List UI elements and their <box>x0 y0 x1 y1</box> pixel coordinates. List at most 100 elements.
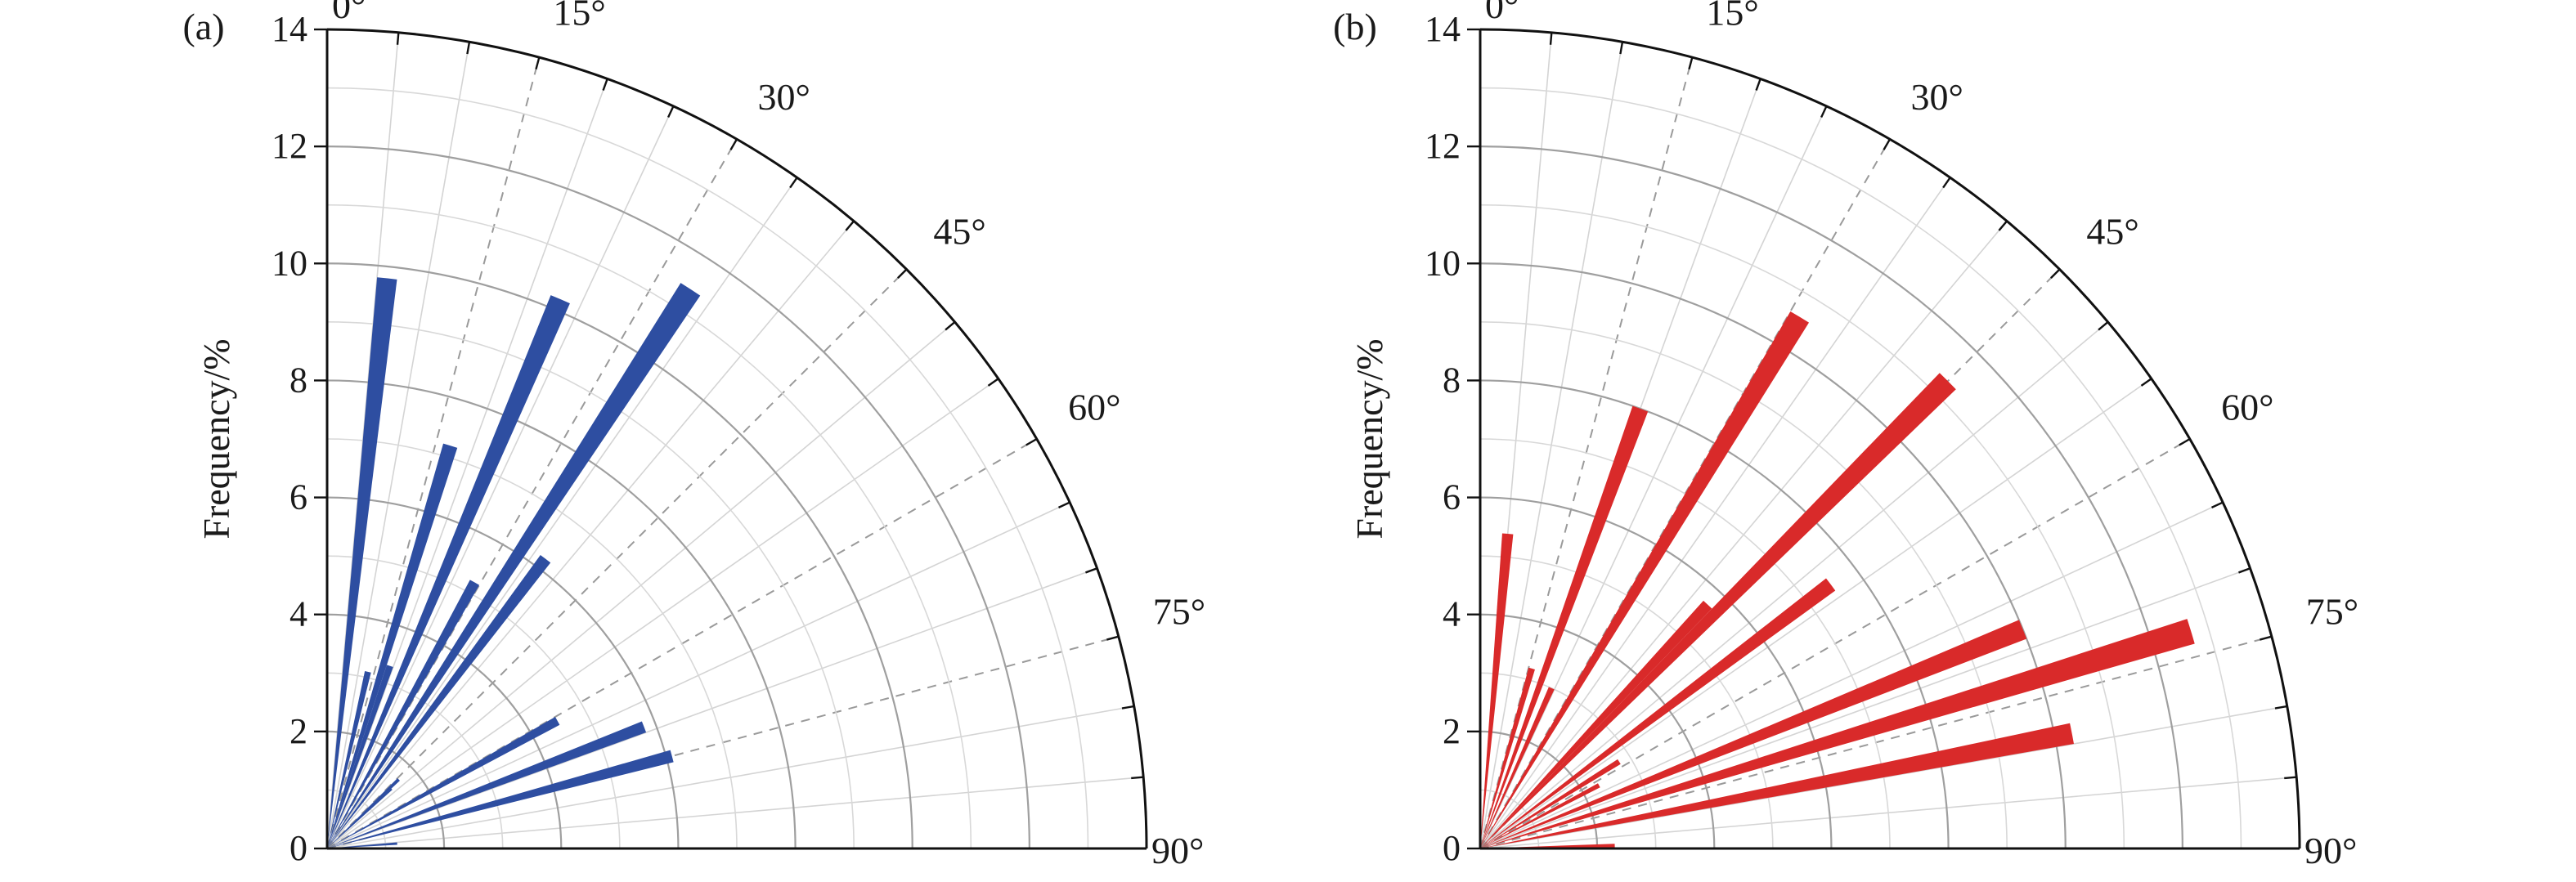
angle-label: 0° <box>332 0 366 26</box>
bar-wedge <box>1480 405 1649 849</box>
bar-wedge <box>1480 667 1535 848</box>
bar-wedge <box>327 277 397 848</box>
outer-tick <box>396 32 400 45</box>
bar-wedge <box>327 787 393 848</box>
angle-label: 30° <box>1911 76 1963 118</box>
outer-tick <box>729 138 738 150</box>
y-tick-label: 6 <box>289 477 307 517</box>
y-tick-label: 8 <box>1443 360 1461 400</box>
chart-panel-1: 0 2 4 6 8 10 12 14 0° 15° 30° 45° 60° 75° 90° Frequency… <box>182 0 1205 871</box>
outer-tick <box>1755 78 1761 91</box>
panel-label: (a) <box>182 6 224 47</box>
outer-tick <box>897 268 908 279</box>
bar-wedge <box>327 665 393 848</box>
arc-gridline <box>326 555 621 849</box>
outer-tick <box>602 78 608 91</box>
arc-gridline-major <box>326 496 680 849</box>
outer-tick <box>2238 567 2251 574</box>
angle-label: 90° <box>1151 830 1204 871</box>
bar-wedge <box>1480 533 1514 848</box>
angle-label: 45° <box>2086 211 2138 253</box>
angle-label: 90° <box>2304 830 2357 871</box>
y-tick-label: 0 <box>289 828 307 868</box>
angle-label: 15° <box>1706 0 1758 33</box>
outer-tick <box>667 105 675 119</box>
outer-tick <box>2274 705 2287 710</box>
outer-tick <box>1121 705 1134 710</box>
arc-gridline <box>326 789 387 849</box>
angle-label: 75° <box>2306 591 2358 633</box>
bar-wedge <box>1480 723 2074 848</box>
angle-label: 45° <box>933 211 985 253</box>
y-tick-label: 4 <box>289 594 307 634</box>
y-axis-title: Frequency/% <box>1349 338 1390 539</box>
y-tick-label: 8 <box>289 360 307 400</box>
bar-wedge <box>327 716 560 848</box>
angle-label: 0° <box>1485 0 1519 26</box>
bar-wedge <box>1480 687 1555 848</box>
outer-tick <box>1131 776 1144 780</box>
arc-gridline-major <box>1479 146 2183 849</box>
outer-tick <box>1106 635 1120 641</box>
bar-wedge <box>1480 600 1712 848</box>
bar-wedge <box>327 283 701 848</box>
y-tick-label: 0 <box>1443 828 1461 868</box>
outer-tick <box>2140 378 2152 387</box>
y-tick-label: 10 <box>272 243 307 283</box>
outer-tick <box>2260 635 2273 641</box>
outer-tick <box>2098 321 2109 331</box>
angle-label: 30° <box>758 76 810 118</box>
arc-gridline-major <box>326 262 913 849</box>
panel-label: (b) <box>1333 6 1377 47</box>
outer-tick <box>535 56 541 69</box>
outer-tick <box>1619 42 1624 55</box>
bar-wedge <box>327 777 400 848</box>
bar-wedge <box>327 443 458 848</box>
bar-wedge <box>327 580 480 848</box>
bar-wedge <box>327 721 647 848</box>
angle-label: 60° <box>1068 386 1120 428</box>
outer-tick <box>1883 138 1892 150</box>
y-tick-label: 2 <box>289 711 307 751</box>
outer-tick <box>1085 567 1097 574</box>
outer-tick <box>1820 105 1828 119</box>
chart-panel-2: 0 2 4 6 8 10 12 14 0° 15° 30° 45° 60° 75° 90° Frequency… <box>1333 0 2358 871</box>
y-tick-label: 12 <box>1425 126 1461 166</box>
y-tick-label: 4 <box>1443 594 1461 634</box>
arc-gridline-major <box>326 379 797 849</box>
arc-gridline <box>326 204 972 849</box>
bar-wedge <box>327 295 570 849</box>
outer-tick <box>1688 56 1694 69</box>
bar-wedge <box>1480 619 2195 848</box>
bar-wedge <box>1480 759 1621 848</box>
outer-tick <box>987 378 999 387</box>
y-tick-label: 14 <box>272 9 307 49</box>
arc-gridline <box>1479 87 2242 849</box>
y-tick-label: 2 <box>1443 711 1461 751</box>
bar-wedge <box>327 842 397 848</box>
arc-gridline-major <box>326 613 563 849</box>
bar-wedge <box>1480 783 1600 848</box>
outer-tick <box>945 321 956 331</box>
arc-gridline-major <box>326 146 1030 849</box>
bar-wedge <box>327 750 674 848</box>
arc-gridline <box>326 321 855 849</box>
outer-tick <box>1057 501 1070 508</box>
y-tick-label: 10 <box>1425 243 1461 283</box>
bar-wedge <box>1480 311 1810 848</box>
outer-tick <box>2210 501 2224 508</box>
y-tick-label: 14 <box>1425 9 1461 49</box>
outer-tick <box>1998 220 2008 231</box>
outer-tick <box>2284 776 2297 780</box>
outer-tick <box>1942 177 1951 189</box>
y-tick-label: 6 <box>1443 477 1461 517</box>
angle-label: 75° <box>1153 591 1205 633</box>
outer-tick <box>845 220 855 231</box>
bar-wedge <box>327 555 551 848</box>
arc-gridline <box>326 87 1089 849</box>
bar-wedge <box>1480 373 1956 849</box>
bar-wedge <box>327 670 371 848</box>
bar-wedge <box>1480 620 2027 848</box>
